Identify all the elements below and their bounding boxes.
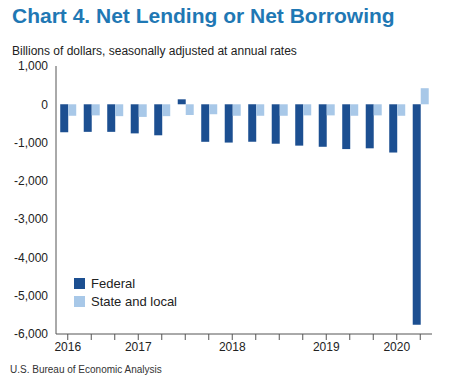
html-text:State and local: State and local: [91, 294, 177, 309]
svg-text:-6,000: -6,000: [14, 327, 48, 341]
svg-text:2018: 2018: [219, 340, 246, 354]
html-text:Chart 4. Net Lending or Net Bo: Chart 4. Net Lending or Net Borrowing: [12, 4, 395, 27]
svg-text:2017: 2017: [125, 340, 152, 354]
svg-text:-1,000: -1,000: [14, 136, 48, 150]
svg-text:-3,000: -3,000: [14, 212, 48, 226]
svg-text:-2,000: -2,000: [14, 174, 48, 188]
svg-text:2016: 2016: [54, 340, 81, 354]
svg-text:-5,000: -5,000: [14, 289, 48, 303]
svg-text:2019: 2019: [313, 340, 340, 354]
svg-text:0: 0: [41, 98, 48, 112]
svg-text:1,000: 1,000: [18, 59, 48, 73]
svg-text:2020: 2020: [383, 340, 410, 354]
html-text:Billions of dollars, seasonall: Billions of dollars, seasonally adjusted…: [12, 44, 297, 58]
html-text:U.S. Bureau of Economic Analys: U.S. Bureau of Economic Analysis: [10, 364, 162, 375]
svg-text:-4,000: -4,000: [14, 251, 48, 265]
html-text:Federal: Federal: [91, 276, 136, 291]
